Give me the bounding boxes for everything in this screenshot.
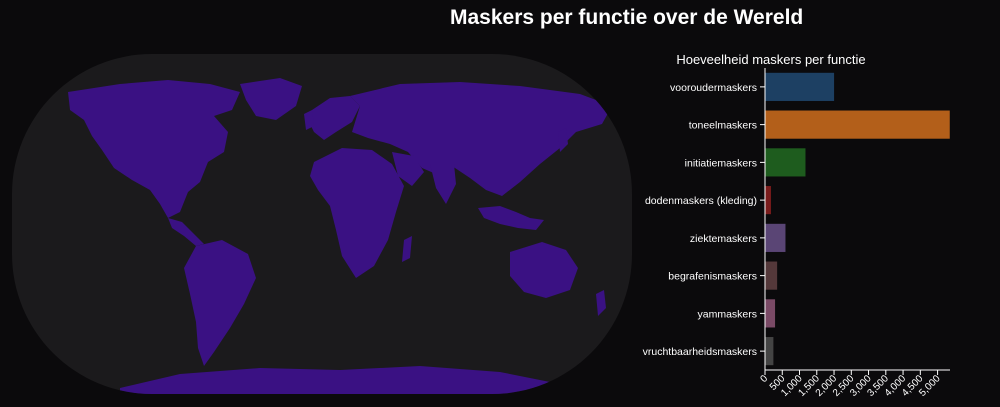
world-map[interactable] — [0, 40, 640, 402]
bar-initiatiemaskers[interactable] — [764, 147, 806, 177]
land-indonesia[interactable] — [478, 206, 544, 230]
bar-toneelmaskers[interactable] — [764, 110, 951, 140]
land-new-zealand[interactable] — [596, 290, 606, 316]
land-central-america[interactable] — [168, 218, 204, 246]
y-tick-label: begrafenismaskers — [668, 271, 757, 283]
y-tick-label: initiatiemaskers — [685, 157, 757, 169]
chart-title: Hoeveelheid maskers per functie — [676, 52, 865, 67]
bar-vruchtbaarheidsmaskers[interactable] — [764, 336, 774, 366]
land-africa[interactable] — [310, 148, 404, 278]
land-india[interactable] — [430, 164, 456, 204]
bar-chart: Hoeveelheid maskers per functie vooroude… — [630, 44, 1000, 402]
y-tick-label: toneelmaskers — [689, 120, 757, 132]
y-tick-label: dodenmaskers (kleding) — [645, 195, 757, 207]
land-uk[interactable] — [304, 110, 314, 130]
y-tick-label: vruchtbaarheidsmaskers — [643, 346, 757, 358]
bar-begrafenismaskers[interactable] — [764, 261, 778, 291]
land-north-america[interactable] — [68, 80, 240, 218]
y-tick-label: yammaskers — [697, 308, 757, 320]
map-landmasses — [68, 78, 612, 402]
land-japan[interactable] — [558, 128, 568, 152]
land-asia[interactable] — [350, 82, 612, 196]
bar-vooroudermaskers[interactable] — [764, 72, 835, 102]
page-title: Maskers per functie over de Wereld — [450, 6, 804, 29]
land-australia[interactable] — [510, 242, 578, 298]
y-tick-label: vooroudermaskers — [670, 82, 757, 94]
bar-yammaskers[interactable] — [764, 298, 776, 328]
bar-ziektemaskers[interactable] — [764, 223, 786, 253]
land-greenland[interactable] — [240, 78, 302, 120]
land-antarctica[interactable] — [120, 366, 560, 402]
land-madagascar[interactable] — [402, 236, 412, 262]
land-arabia[interactable] — [392, 152, 424, 186]
y-tick-label: ziektemaskers — [690, 233, 757, 245]
bar-dodenmaskers-kleding[interactable] — [764, 185, 772, 215]
land-europe[interactable] — [308, 96, 360, 140]
land-south-america[interactable] — [184, 240, 256, 366]
